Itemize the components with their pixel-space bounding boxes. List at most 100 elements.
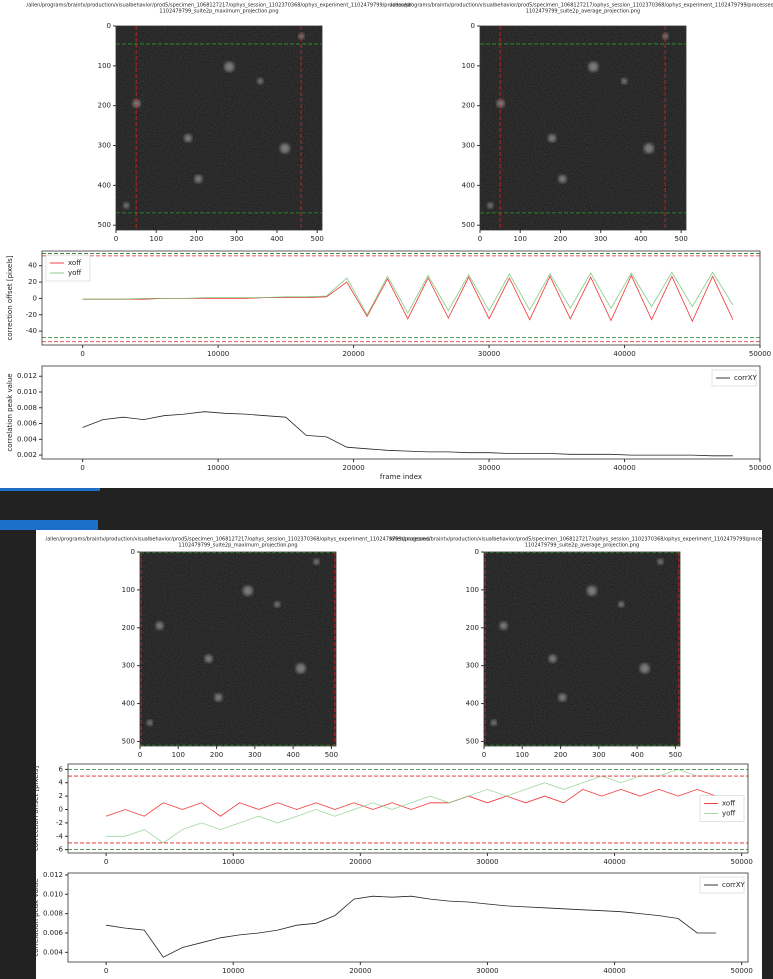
image-title: /allen/programs/braintv/production/visua… <box>46 537 431 543</box>
x-tick-label: 400 <box>634 235 647 243</box>
legend-box <box>711 369 757 387</box>
y-tick-label: 40 <box>28 262 37 270</box>
y-tick-label: 0 <box>131 548 135 556</box>
image-title: 1102479799_suite2p_maximum_projection.pn… <box>178 543 297 549</box>
y-tick-label: 500 <box>466 737 479 745</box>
x-tick-label: 300 <box>594 235 607 243</box>
x-tick-label: 20000 <box>349 967 371 975</box>
cell-tab <box>0 520 98 530</box>
legend-label: yoff <box>68 269 81 277</box>
cell <box>279 143 290 154</box>
cell <box>490 719 497 726</box>
x-tick-label: 300 <box>230 235 243 243</box>
y-tick-label: 400 <box>466 700 479 708</box>
cell <box>257 78 264 85</box>
x-tick-label: 0 <box>114 235 118 243</box>
cell <box>298 33 305 40</box>
cell <box>618 601 625 608</box>
legend-box <box>699 876 745 894</box>
cell <box>214 693 223 702</box>
x-tick-label: 100 <box>150 235 163 243</box>
y-tick-label: 0 <box>33 294 37 302</box>
image-noise <box>140 552 336 746</box>
cell <box>132 99 141 108</box>
y-axis-label: correlation peak value <box>32 878 40 956</box>
cell <box>621 78 628 85</box>
cell <box>643 143 654 154</box>
cell <box>313 558 320 565</box>
y-tick-label: -2 <box>56 819 63 827</box>
y-tick-label: -20 <box>26 311 37 319</box>
x-tick-label: 500 <box>674 235 687 243</box>
x-tick-label: 50000 <box>749 464 771 472</box>
y-tick-label: 500 <box>122 737 135 745</box>
y-tick-label: 0 <box>107 22 111 30</box>
y-tick-label: 0.010 <box>43 890 63 898</box>
legend-label: xoff <box>722 800 735 808</box>
x-tick-label: 40000 <box>603 967 625 975</box>
x-tick-label: 0 <box>80 350 84 358</box>
cell <box>184 134 193 143</box>
image-noise <box>484 552 680 746</box>
axes-frame <box>67 763 749 854</box>
axes-frame <box>479 25 687 231</box>
x-tick-label: 30000 <box>478 464 500 472</box>
y-tick-label: 0.012 <box>43 871 63 879</box>
cell <box>558 693 567 702</box>
x-tick-label: 30000 <box>476 858 498 866</box>
cell <box>496 99 505 108</box>
y-tick-label: 200 <box>462 102 475 110</box>
series-line <box>82 411 733 457</box>
y-tick-label: 6 <box>59 765 64 773</box>
x-tick-label: 10000 <box>207 464 229 472</box>
x-tick-label: 100 <box>516 751 529 759</box>
y-tick-label: 100 <box>466 586 479 594</box>
x-tick-label: 10000 <box>222 967 244 975</box>
x-axis-label: frame index <box>380 473 422 481</box>
y-tick-label: 0.012 <box>17 372 37 380</box>
x-tick-label: 500 <box>325 751 338 759</box>
cell <box>224 61 235 72</box>
cell <box>487 202 494 209</box>
x-tick-label: 0 <box>104 858 108 866</box>
axes-frame <box>67 872 749 963</box>
x-tick-label: 40000 <box>613 464 635 472</box>
y-tick-label: 0.006 <box>43 929 64 937</box>
y-tick-label: 0.008 <box>43 910 63 918</box>
y-tick-label: 0.008 <box>17 404 37 412</box>
x-tick-label: 20000 <box>342 350 364 358</box>
cell <box>295 663 306 674</box>
image-noise <box>480 26 686 230</box>
image-noise <box>116 26 322 230</box>
cell <box>194 175 203 183</box>
x-tick-label: 300 <box>592 751 605 759</box>
legend-label: xoff <box>68 259 81 267</box>
x-tick-label: 500 <box>669 751 682 759</box>
x-tick-label: 10000 <box>207 350 229 358</box>
x-tick-label: 30000 <box>476 967 498 975</box>
y-tick-label: 0 <box>59 806 63 814</box>
legend-label: corrXY <box>734 374 758 382</box>
cell <box>586 585 597 596</box>
axes-frame <box>483 551 681 747</box>
cell <box>242 585 253 596</box>
y-tick-label: 500 <box>98 221 111 229</box>
y-tick-label: 0.004 <box>17 435 38 443</box>
y-tick-label: 200 <box>122 624 135 632</box>
y-tick-label: 20 <box>28 278 37 286</box>
y-axis-label: correction offset [pixels] <box>6 255 14 340</box>
x-tick-label: 500 <box>310 235 323 243</box>
image-title: 1102479799_suite2p_maximum_projection.pn… <box>159 9 278 15</box>
x-tick-label: 200 <box>190 235 203 243</box>
x-tick-label: 0 <box>478 235 482 243</box>
y-tick-label: 2 <box>59 792 63 800</box>
x-tick-label: 200 <box>554 235 567 243</box>
y-tick-label: 0.010 <box>17 388 37 396</box>
x-tick-label: 100 <box>172 751 185 759</box>
cell <box>588 61 599 72</box>
legend-label: yoff <box>722 810 735 818</box>
cell <box>123 202 130 209</box>
series-line <box>82 271 734 316</box>
y-tick-label: 0.004 <box>43 948 64 956</box>
y-tick-label: -40 <box>26 327 37 335</box>
